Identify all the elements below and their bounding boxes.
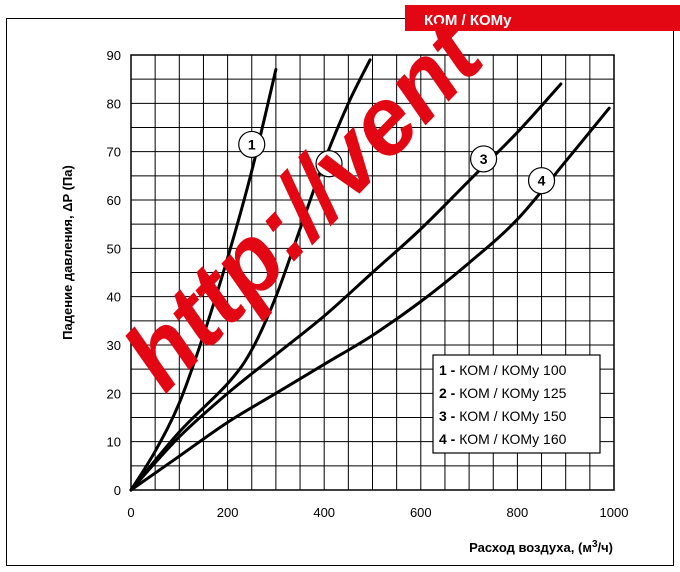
curve-label-4: 4	[538, 173, 546, 189]
plot-area-border	[130, 54, 615, 491]
x-axis-title-part: /ч)	[598, 540, 614, 555]
curve-label-circle	[469, 145, 498, 173]
legend-number: 4 -	[439, 431, 459, 447]
x-tick-label: 600	[410, 505, 432, 520]
x-tick-label: 400	[313, 505, 335, 520]
legend-entry-2: 2 - КОМ / КОМу 125	[439, 385, 567, 401]
x-tick-label: 200	[217, 505, 239, 520]
y-tick-label: 50	[107, 241, 121, 256]
y-tick-label: 70	[107, 145, 121, 160]
series-line-2	[129, 58, 372, 492]
curve-label-3: 3	[480, 151, 488, 167]
x-tick-label: 800	[507, 505, 529, 520]
curve-label-circle	[238, 130, 266, 159]
curve-label-1: 1	[248, 136, 256, 152]
series-line-1	[129, 68, 278, 492]
legend-label: КОМ / КОМу 125	[459, 385, 566, 401]
legend-number: 3 -	[439, 408, 459, 424]
series-line-4	[129, 106, 611, 492]
y-axis-title: Падение давления, ΔP (Па)	[60, 165, 75, 340]
legend-label: КОМ / КОМу 160	[459, 431, 566, 447]
legend-box	[432, 354, 601, 454]
legend-number: 1 -	[439, 362, 459, 378]
legend-entry-1: 1 - КОМ / КОМу 100	[439, 362, 567, 378]
legend-entry-3: 3 - КОМ / КОМу 150	[439, 408, 567, 424]
curve-label-circle	[315, 150, 343, 178]
x-tick-label: 1000	[600, 505, 629, 520]
x-axis-title-part: 3	[592, 539, 598, 550]
y-tick-label: 30	[107, 338, 121, 353]
legend-entry-4: 4 - КОМ / КОМу 160	[439, 431, 567, 447]
y-tick-label: 80	[107, 96, 121, 111]
y-tick-label: 40	[107, 290, 121, 305]
legend-label: КОМ / КОМу 150	[459, 408, 566, 424]
y-tick-label: 60	[107, 193, 121, 208]
legend-label: КОМ / КОМу 100	[459, 362, 566, 378]
legend-number: 2 -	[439, 385, 459, 401]
x-axis-title-part: Расход воздуха, (м	[469, 540, 592, 555]
y-tick-label: 20	[107, 386, 121, 401]
y-tick-label: 90	[107, 48, 121, 63]
x-axis-title: Расход воздуха, (м3/ч)	[469, 539, 613, 555]
y-tick-label: 10	[107, 435, 121, 450]
figure-frame	[6, 18, 674, 566]
y-tick-label: 0	[114, 483, 121, 498]
header-title: КОМ / КОМу	[424, 12, 512, 29]
header-bar	[405, 5, 680, 31]
curve-label-circle	[527, 167, 556, 195]
curve-label-2: 2	[325, 156, 333, 172]
x-tick-label: 0	[127, 505, 134, 520]
